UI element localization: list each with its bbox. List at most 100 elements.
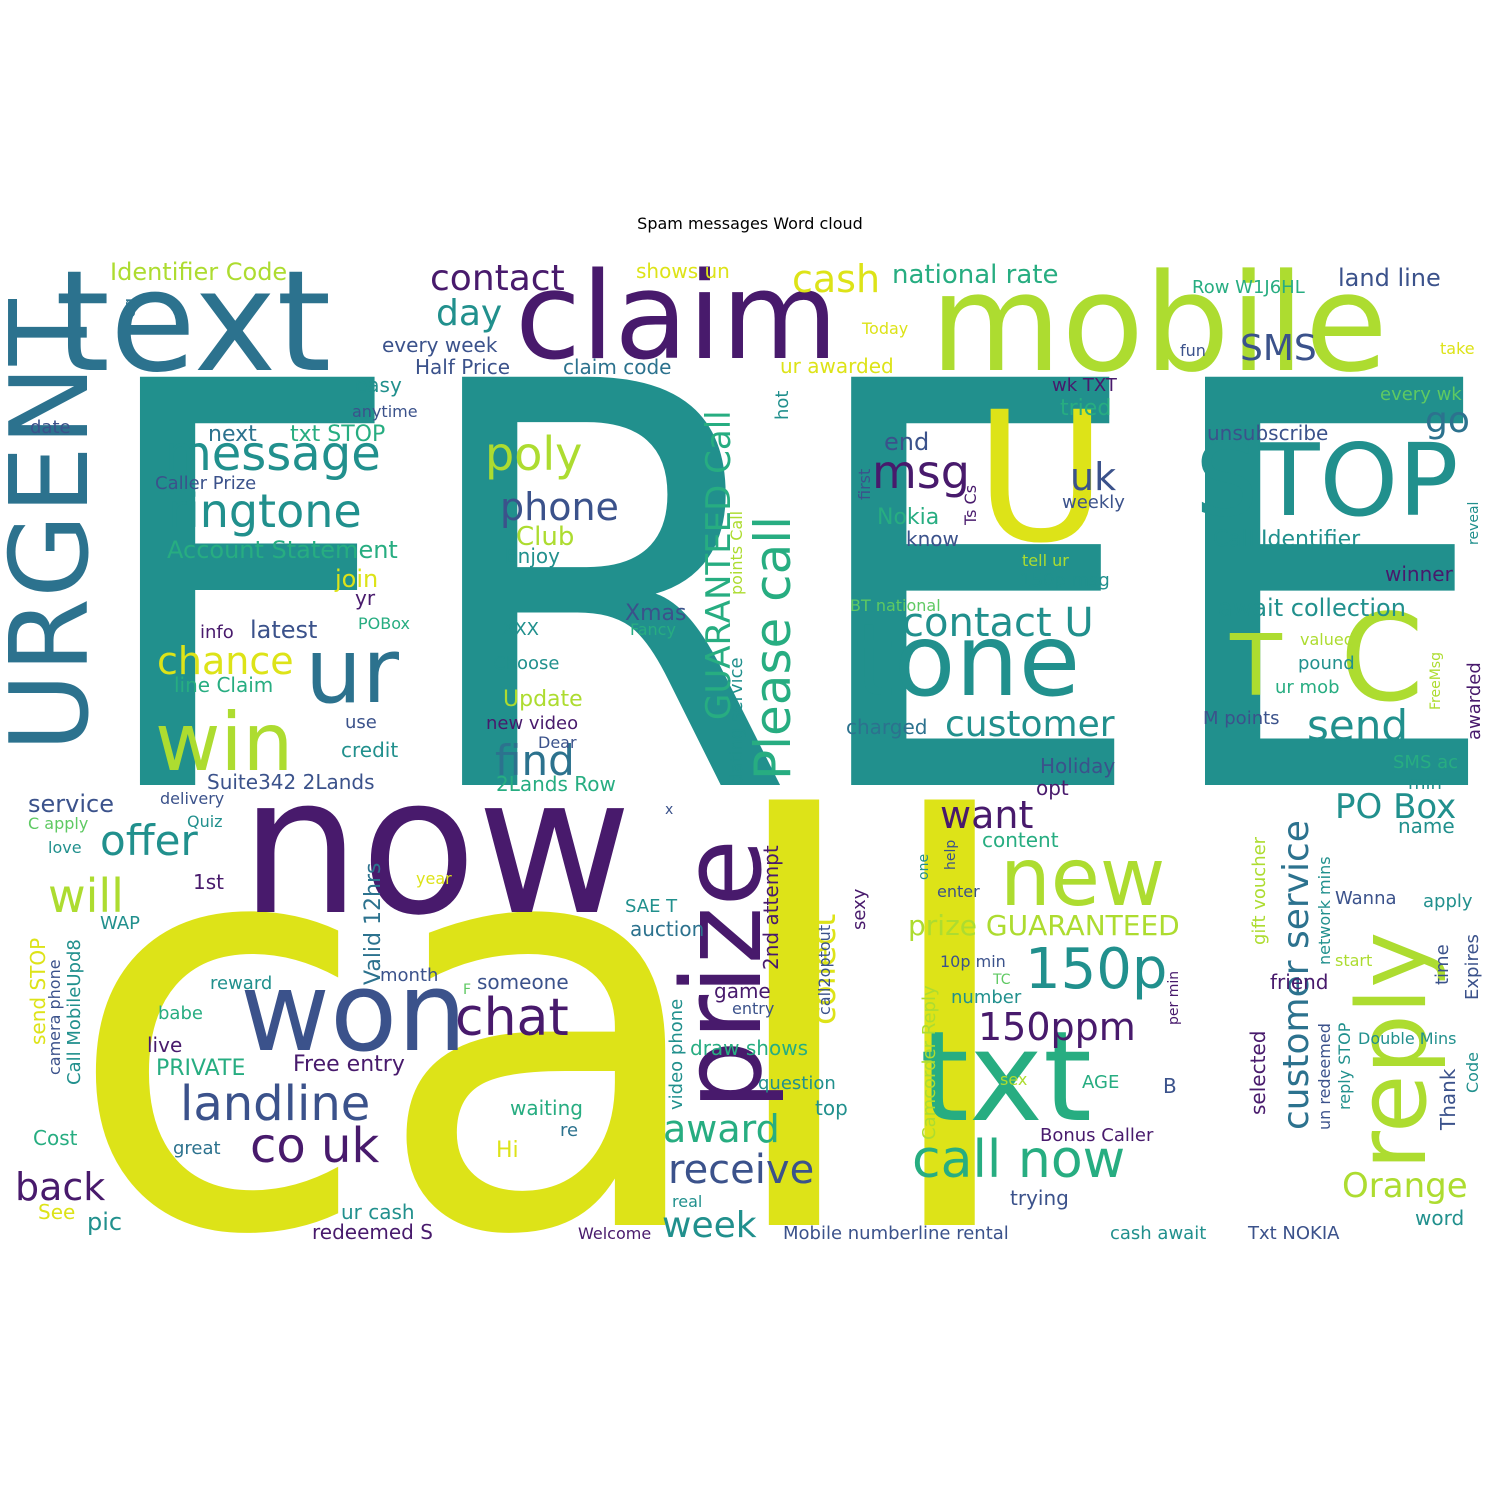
cloud-word: shows un	[636, 259, 730, 283]
cloud-word: SAE T	[625, 896, 678, 917]
cloud-word: won	[240, 948, 467, 1076]
cloud-word: draw shows	[690, 1036, 808, 1060]
cloud-word: weekly	[1062, 492, 1125, 513]
cloud-word: mobile	[930, 245, 1388, 402]
cloud-word: contact U	[902, 600, 1094, 646]
cloud-word: winner	[1385, 562, 1454, 586]
cloud-word: auction	[630, 917, 704, 941]
cloud-word: number	[951, 987, 1022, 1008]
cloud-word: URGENT	[0, 298, 113, 752]
cloud-word: tone	[855, 602, 1080, 719]
cloud-word: start	[1335, 951, 1372, 970]
cloud-word: Fancy	[630, 620, 676, 639]
cloud-word: Txt NOKIA	[1247, 1223, 1340, 1244]
cloud-word: day	[436, 293, 502, 334]
cloud-word: tell ur	[1022, 551, 1069, 570]
cloud-word: reply STOP	[1335, 1022, 1354, 1110]
cloud-word: min	[1408, 773, 1442, 794]
cloud-word: Hi	[496, 1138, 519, 1163]
cloud-word: C apply	[28, 814, 88, 833]
cloud-word: Account Statement	[167, 536, 398, 564]
cloud-word: PO Box	[1335, 787, 1456, 827]
cloud-word: re	[560, 1120, 578, 1141]
cloud-word: content	[982, 828, 1059, 852]
cloud-word: opt	[1036, 776, 1069, 800]
cloud-word: Enjoy	[505, 544, 560, 568]
cloud-word: sex	[1000, 1070, 1027, 1089]
cloud-word: Call MobileUpd8	[64, 939, 85, 1085]
cloud-word: C	[1340, 590, 1424, 729]
cloud-word: Dear	[538, 733, 577, 752]
cloud-word: msg	[872, 445, 970, 499]
cloud-word: U	[975, 374, 1107, 583]
cloud-word: cash	[792, 257, 880, 301]
cloud-word: first	[855, 469, 874, 500]
cloud-word: network mins	[1315, 856, 1334, 965]
cloud-word: want	[940, 793, 1033, 837]
cloud-word: anytime	[352, 402, 418, 421]
cloud-word: entry	[732, 999, 774, 1018]
cloud-word: prize	[658, 839, 786, 1110]
cloud-word: new	[1000, 831, 1165, 924]
cloud-word: customer	[945, 704, 1115, 745]
cloud-word: question	[758, 1073, 836, 1094]
cloud-word: service	[28, 790, 114, 818]
cloud-word: Cost	[33, 1126, 78, 1150]
cloud-word: selected	[1246, 1031, 1270, 1115]
cloud-word: FREE	[85, 266, 1500, 918]
cloud-word: 2Lands Row	[496, 772, 616, 796]
cloud-word: Nokia	[877, 505, 939, 530]
cloud-word: yr	[355, 586, 376, 610]
cloud-word: Today	[861, 319, 908, 338]
cloud-word: Please call	[744, 516, 802, 780]
cloud-word: Quiz	[187, 812, 223, 831]
cloud-word: AGE	[1082, 1072, 1119, 1093]
cloud-word: hot	[772, 391, 793, 420]
cloud-word: TC	[992, 972, 1011, 988]
cloud-word: year	[416, 869, 452, 888]
cloud-word: win	[155, 696, 293, 789]
cloud-word: waiting	[510, 1096, 583, 1120]
cloud-word: every week	[382, 333, 498, 357]
cloud-word: gift voucher	[1249, 836, 1270, 945]
cloud-word: SMS ac	[1393, 752, 1458, 773]
cloud-word: call2optout	[815, 925, 834, 1015]
cloud-word: eg	[120, 298, 139, 318]
cloud-word: contact	[430, 258, 565, 299]
cloud-word: poly	[485, 427, 582, 481]
cloud-word: x	[665, 802, 673, 818]
cloud-word: tried	[1060, 396, 1111, 421]
cloud-word: Double Mins	[1358, 1029, 1457, 1048]
cloud-word: 150p	[1025, 937, 1167, 1002]
cloud-word: reward	[210, 973, 272, 994]
cloud-word: 150p msg	[1020, 570, 1110, 591]
cloud-word: line Claim	[174, 673, 273, 697]
cloud-word: Club	[516, 522, 574, 552]
cloud-word: XXX	[502, 619, 539, 640]
cloud-word: Camcorder Reply	[919, 985, 940, 1140]
cloud-word: word	[1415, 1206, 1464, 1230]
cloud-word: customer service	[1276, 820, 1317, 1130]
cloud-word: next	[208, 422, 257, 447]
cloud-word: chance	[157, 639, 294, 683]
cloud-word: video phone	[666, 999, 687, 1110]
cloud-word: help	[943, 840, 959, 870]
cloud-word: awarded	[1464, 662, 1485, 740]
cloud-word: new video	[486, 713, 578, 734]
cloud-word: Expires	[1462, 934, 1483, 1000]
cloud-word: love	[48, 838, 82, 857]
cloud-word: Orange	[1342, 1166, 1468, 1206]
cloud-word: award	[663, 1107, 780, 1151]
cloud-word: know	[906, 527, 959, 551]
cloud-word: SMS	[1240, 328, 1317, 369]
cloud-word: pound	[1298, 653, 1355, 674]
cloud-word: 2nd attempt	[759, 845, 783, 970]
cloud-word: ur cash	[341, 1200, 415, 1224]
cloud-word: time	[1432, 944, 1453, 985]
cloud-word: 150ppm	[978, 1005, 1136, 1049]
cloud-word: redeemed S	[312, 1220, 433, 1244]
cloud-word: send	[1307, 701, 1408, 750]
cloud-word: collect	[804, 914, 844, 1025]
cloud-word: Xmas	[625, 601, 686, 626]
cloud-word: dating service	[726, 657, 747, 785]
